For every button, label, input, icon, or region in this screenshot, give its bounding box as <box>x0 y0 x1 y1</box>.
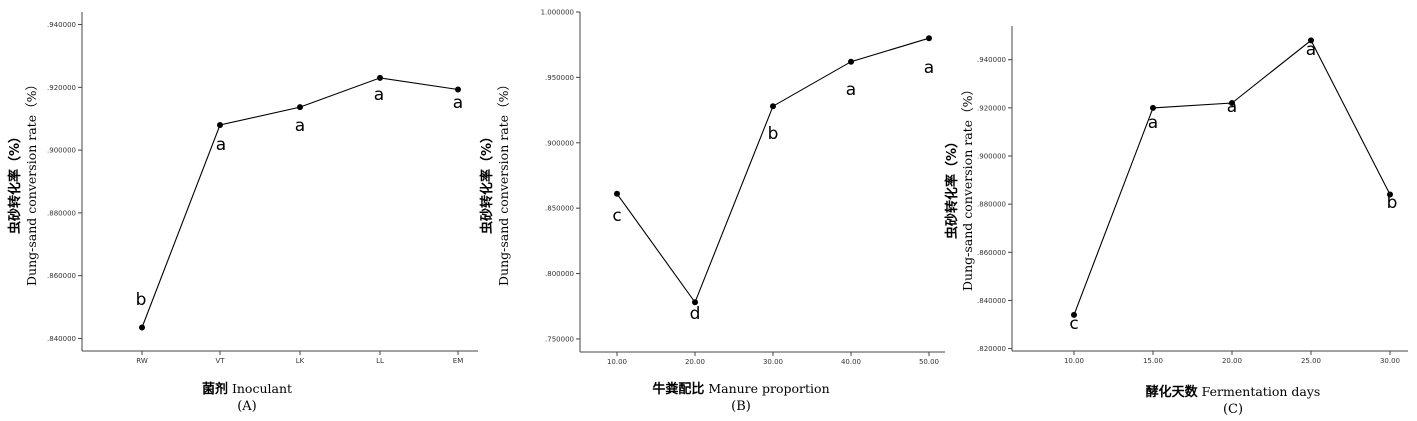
y-tick-label: .860000 <box>977 249 1006 257</box>
significance-label: a <box>924 58 934 78</box>
x-axis-label: 酵化天数 Fermentation days <box>1146 384 1321 400</box>
panel-label: (B) <box>731 399 751 414</box>
y-axis-label-en: Dung-sand conversion rate（%） <box>24 78 39 286</box>
y-tick-label: .920000 <box>47 84 76 92</box>
x-axis-label-en: Manure proportion <box>704 381 829 396</box>
y-tick-label: .900000 <box>977 153 1006 161</box>
x-axis-label: 牛粪配比 Manure proportion <box>652 381 829 397</box>
data-point <box>217 122 223 128</box>
x-tick-label: 20.00 <box>1222 357 1242 365</box>
y-axis-label-en: Dung-sand conversion rate（%） <box>496 78 511 286</box>
significance-label: a <box>295 116 305 136</box>
x-axis-label-cn: 菌剂 <box>202 381 228 397</box>
x-tick-label: 50.00 <box>919 358 939 366</box>
x-tick-label: LK <box>296 357 305 365</box>
data-point <box>377 74 383 81</box>
x-tick-label: 20.00 <box>685 358 705 366</box>
x-tick-label: 25.00 <box>1301 357 1321 365</box>
y-tick-label: .950000 <box>545 74 574 82</box>
y-axis-label-cn: 虫砂转化率（%） <box>7 130 23 234</box>
y-tick-label: .800000 <box>545 270 574 278</box>
x-tick-label: 10.00 <box>607 358 627 366</box>
data-point <box>614 190 620 197</box>
x-tick-label: 15.00 <box>1143 357 1163 365</box>
panel-label: (A) <box>237 399 257 414</box>
x-tick-label: LL <box>376 357 384 365</box>
significance-label: d <box>690 304 701 324</box>
x-tick-label: VT <box>215 357 225 365</box>
y-tick-label: .880000 <box>977 201 1006 209</box>
y-tick-label: .860000 <box>47 272 76 280</box>
significance-label: b <box>136 290 147 310</box>
y-axis-label-en: Dung-sand conversion rate（%） <box>960 83 975 291</box>
data-point <box>1071 311 1077 318</box>
data-point <box>692 299 698 306</box>
significance-label: a <box>216 135 226 155</box>
data-point <box>1229 100 1235 106</box>
significance-label: a <box>1227 97 1237 117</box>
y-tick-label: 1.000000 <box>541 9 574 17</box>
x-axis-label: 菌剂 Inoculant <box>202 381 292 397</box>
data-point <box>455 86 461 93</box>
x-tick-label: EM <box>453 357 463 365</box>
y-tick-label: .820000 <box>977 345 1006 353</box>
y-tick-label: .840000 <box>977 297 1006 305</box>
data-point <box>139 324 145 331</box>
series-line <box>616 37 930 304</box>
significance-label: a <box>374 85 384 105</box>
y-tick-label: .900000 <box>545 139 574 147</box>
x-axis-label-cn: 酵化天数 <box>1146 384 1199 400</box>
y-tick-label: .920000 <box>977 104 1006 112</box>
y-tick-label: .750000 <box>545 335 574 343</box>
x-tick-label: 40.00 <box>841 358 861 366</box>
y-tick-label: .940000 <box>977 56 1006 64</box>
x-axis-label-en: Inoculant <box>228 381 292 396</box>
chart-panel-b: .750000 .800000 .850000 .900000 .950000 1.000… <box>479 9 945 414</box>
chart-panel-a: .840000 .860000 .880000 .900000 .920000 .9400… <box>7 12 478 414</box>
significance-label: c <box>1069 314 1078 334</box>
data-point <box>297 104 303 111</box>
y-tick-label: .840000 <box>47 335 76 343</box>
data-point <box>770 103 776 110</box>
data-point <box>926 35 932 42</box>
data-point <box>848 58 854 65</box>
significance-label: c <box>612 206 621 226</box>
significance-label: b <box>1387 193 1398 213</box>
x-axis-label-en: Fermentation days <box>1198 384 1321 399</box>
data-point <box>1308 37 1314 44</box>
significance-label: a <box>453 93 463 113</box>
y-tick-label: .940000 <box>47 21 76 29</box>
data-point <box>1387 191 1393 198</box>
y-tick-label: .880000 <box>47 209 76 217</box>
x-tick-label: RW <box>136 357 148 365</box>
data-point <box>1150 104 1156 111</box>
x-tick-label: 30.00 <box>763 358 783 366</box>
significance-label: a <box>846 80 856 100</box>
y-axis-label-cn: 虫砂转化率（%） <box>944 135 960 239</box>
x-tick-label: 10.00 <box>1064 357 1084 365</box>
panel-label: (C) <box>1223 402 1243 417</box>
y-tick-label: .850000 <box>545 205 574 213</box>
significance-label: a <box>1306 40 1316 60</box>
significance-label: a <box>1148 113 1158 133</box>
series-line <box>1073 39 1391 316</box>
x-tick-label: 30.00 <box>1380 357 1400 365</box>
x-axis-label-cn: 牛粪配比 <box>652 381 704 397</box>
y-axis-label-cn: 虫砂转化率（%） <box>479 130 495 234</box>
chart-panel-c: .820000 .840000 .860000 .880000 .900000 .9200… <box>944 26 1408 417</box>
y-tick-label: .900000 <box>47 147 76 155</box>
significance-label: b <box>768 124 779 144</box>
